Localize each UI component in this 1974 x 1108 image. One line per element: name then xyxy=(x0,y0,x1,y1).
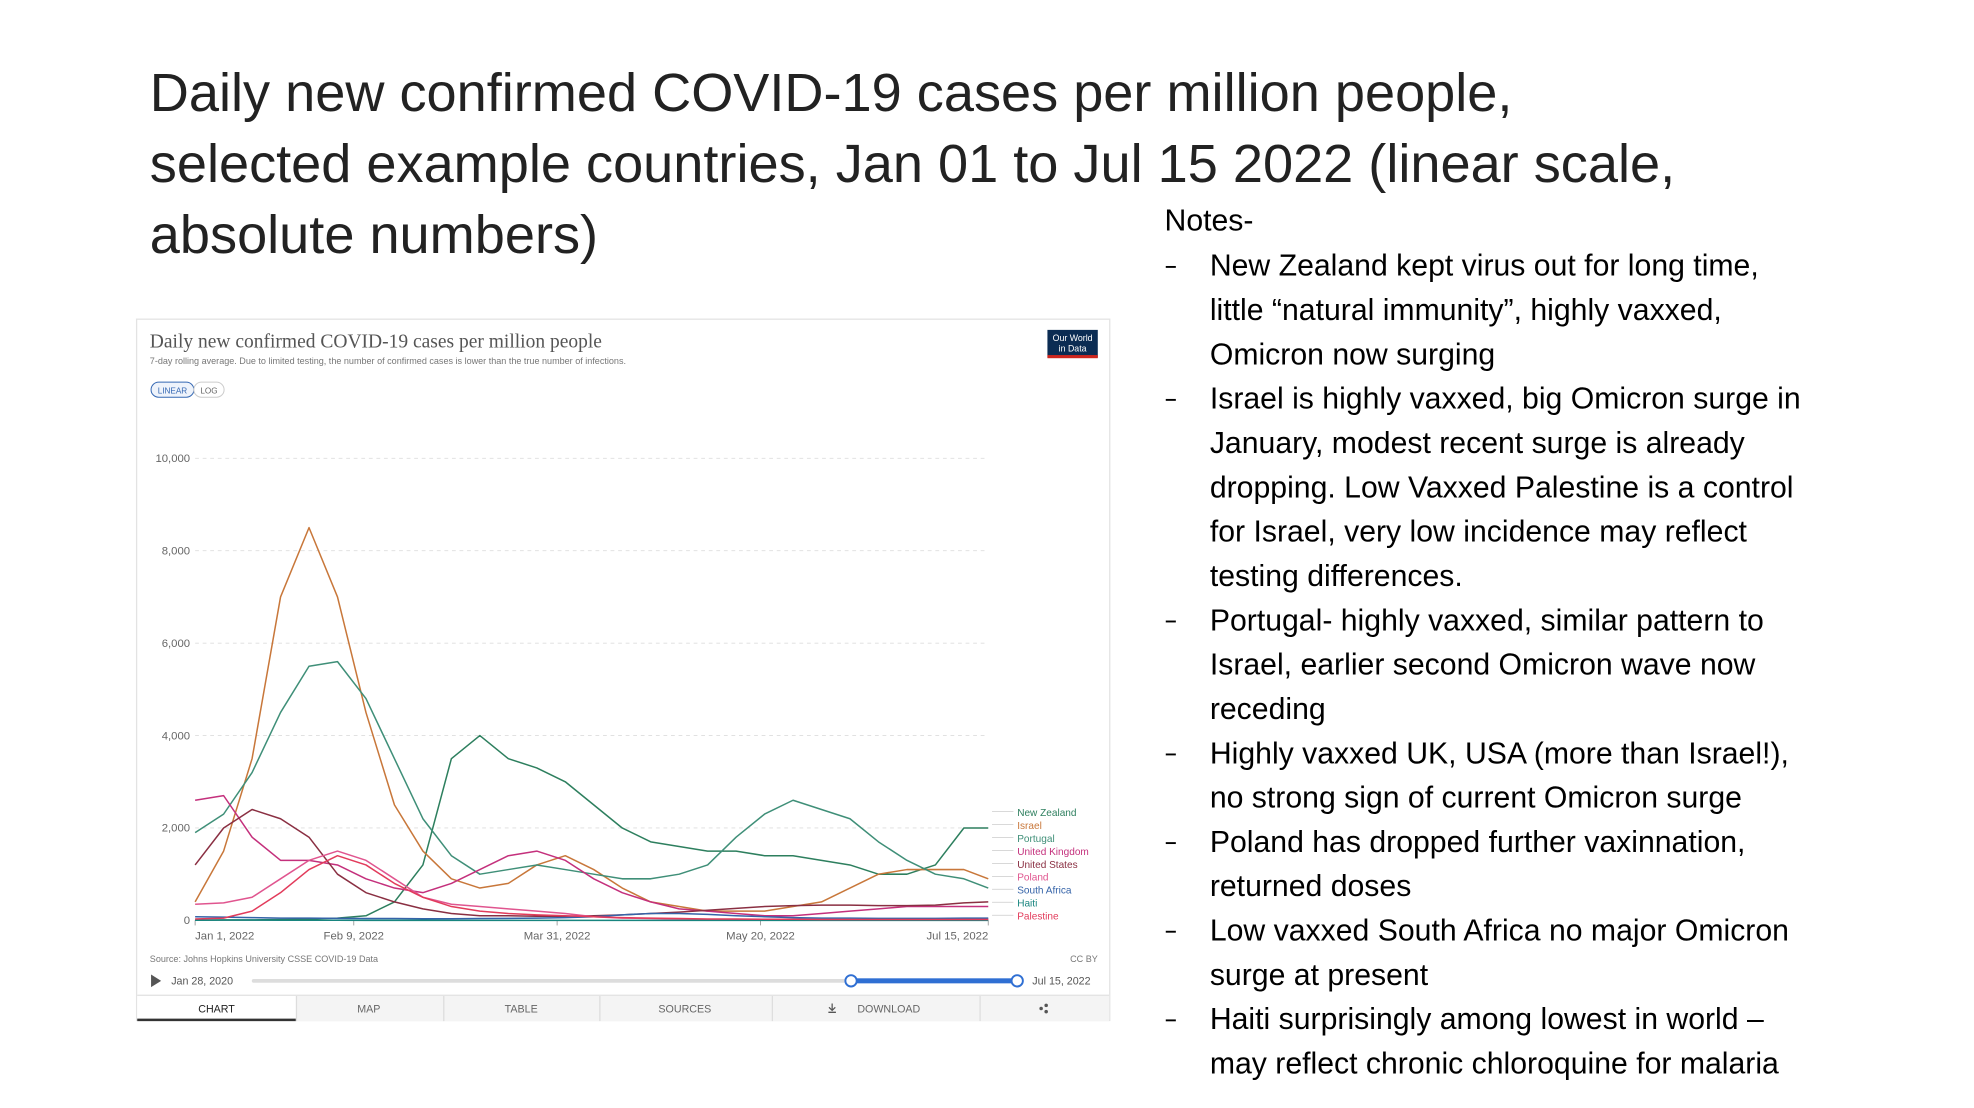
legend-label[interactable]: Poland xyxy=(1017,873,1048,884)
slide-title: selected example countries, Jan 01 to Ju… xyxy=(150,134,1675,194)
legend-label[interactable]: South Africa xyxy=(1017,886,1072,897)
timeline-track xyxy=(251,978,1018,983)
slide-title: absolute numbers) xyxy=(150,205,598,265)
x-tick-label: May 20, 2022 xyxy=(726,930,795,942)
legend-label[interactable]: New Zealand xyxy=(1017,808,1076,819)
note-line: surge at present xyxy=(1210,959,1429,992)
note-line: Omicron now surging xyxy=(1210,338,1495,371)
share-dot xyxy=(1039,1006,1043,1011)
play-button[interactable] xyxy=(151,974,162,988)
timeline-handle-end[interactable] xyxy=(1010,974,1024,988)
download-icon xyxy=(828,1003,836,1013)
series-line xyxy=(194,660,989,889)
series-line xyxy=(195,794,989,917)
y-tick-label: 8,000 xyxy=(162,546,190,558)
log-button-label[interactable]: LOG xyxy=(200,386,217,395)
timeline-handle-start[interactable] xyxy=(844,974,858,988)
legend-label[interactable]: Haiti xyxy=(1017,899,1037,910)
owid-logo xyxy=(1047,329,1098,358)
y-tick-label: 2,000 xyxy=(162,823,190,835)
y-tick-label: 0 xyxy=(184,915,190,927)
tab-label[interactable]: DOWNLOAD xyxy=(857,1003,920,1015)
note-line: receding xyxy=(1210,693,1326,726)
tab-label[interactable]: SOURCES xyxy=(658,1003,711,1015)
slide-title: Daily new confirmed COVID-19 cases per m… xyxy=(150,63,1513,123)
share-dot xyxy=(1044,1009,1048,1014)
note-line: Haiti surprisingly among lowest in world… xyxy=(1210,1003,1764,1036)
note-line: no strong sign of current Omicron surge xyxy=(1210,782,1742,815)
owid-logo-text: in Data xyxy=(1059,343,1087,353)
chart-title: Daily new confirmed COVID-19 cases per m… xyxy=(150,332,602,353)
log-button[interactable] xyxy=(193,381,225,398)
x-tick-label: Mar 31, 2022 xyxy=(524,930,591,942)
note-line: Portugal- highly vaxxed, similar pattern… xyxy=(1210,604,1764,637)
linear-button-label[interactable]: LINEAR xyxy=(158,386,188,395)
y-tick-label: 6,000 xyxy=(162,638,190,650)
note-line: for Israel, very low incidence may refle… xyxy=(1210,516,1748,549)
note-line: testing differences. xyxy=(1210,560,1463,593)
chart-subtitle: 7-day rolling average. Due to limited te… xyxy=(150,356,626,366)
note-line: dropping. Low Vaxxed Palestine is a cont… xyxy=(1210,471,1794,504)
legend-label[interactable]: United Kingdom xyxy=(1017,847,1089,858)
owid-logo-bar xyxy=(1047,355,1098,359)
timeline-range xyxy=(851,978,1018,984)
note-line: January, modest recent surge is already xyxy=(1210,427,1746,460)
note-line: returned doses xyxy=(1210,870,1411,903)
share-icon[interactable] xyxy=(1039,1003,1048,1014)
source-note: Source: Johns Hopkins University CSSE CO… xyxy=(150,954,379,964)
note-line: Poland has dropped further vaxinnation, xyxy=(1210,826,1746,859)
legend-label[interactable]: Palestine xyxy=(1017,912,1059,923)
y-tick-label: 4,000 xyxy=(162,730,190,742)
license: CC BY xyxy=(1070,954,1098,964)
legend-label[interactable]: United States xyxy=(1017,860,1077,871)
y-tick-label: 10,000 xyxy=(155,453,190,465)
tab-bar-bg xyxy=(295,995,1110,1022)
tab-label[interactable]: TABLE xyxy=(505,1003,538,1015)
x-tick-label: Jan 1, 2022 xyxy=(195,930,254,942)
series-line xyxy=(194,526,989,912)
note-line: Israel is highly vaxxed, big Omicron sur… xyxy=(1210,383,1801,416)
note-line: may reflect chronic chloroquine for mala… xyxy=(1210,1047,1779,1080)
series-line xyxy=(195,854,989,921)
notes-heading: Notes- xyxy=(1165,204,1254,237)
tab-chart-bg[interactable] xyxy=(137,995,296,1022)
tab-label[interactable]: CHART xyxy=(198,1003,235,1015)
note-line: Low vaxxed South Africa no major Omicron xyxy=(1210,915,1789,948)
x-tick-label: Feb 9, 2022 xyxy=(324,930,384,942)
series-line xyxy=(194,808,989,917)
note-line: Highly vaxxed UK, USA (more than Israel!… xyxy=(1210,737,1789,770)
timeline-end: Jul 15, 2022 xyxy=(1032,976,1090,988)
note-line: Israel, earlier second Omicron wave now xyxy=(1210,649,1756,682)
x-tick-label: Jul 15, 2022 xyxy=(927,930,989,942)
owid-logo-text: Our World xyxy=(1053,333,1093,343)
timeline-start: Jan 28, 2020 xyxy=(171,976,233,988)
tab-label[interactable]: MAP xyxy=(357,1003,380,1015)
legend-label[interactable]: Portugal xyxy=(1017,834,1054,845)
share-dot xyxy=(1044,1003,1048,1008)
note-line: New Zealand kept virus out for long time… xyxy=(1210,250,1759,283)
legend-label[interactable]: Israel xyxy=(1017,821,1042,832)
note-line: little “natural immunity”, highly vaxxed… xyxy=(1210,294,1722,327)
